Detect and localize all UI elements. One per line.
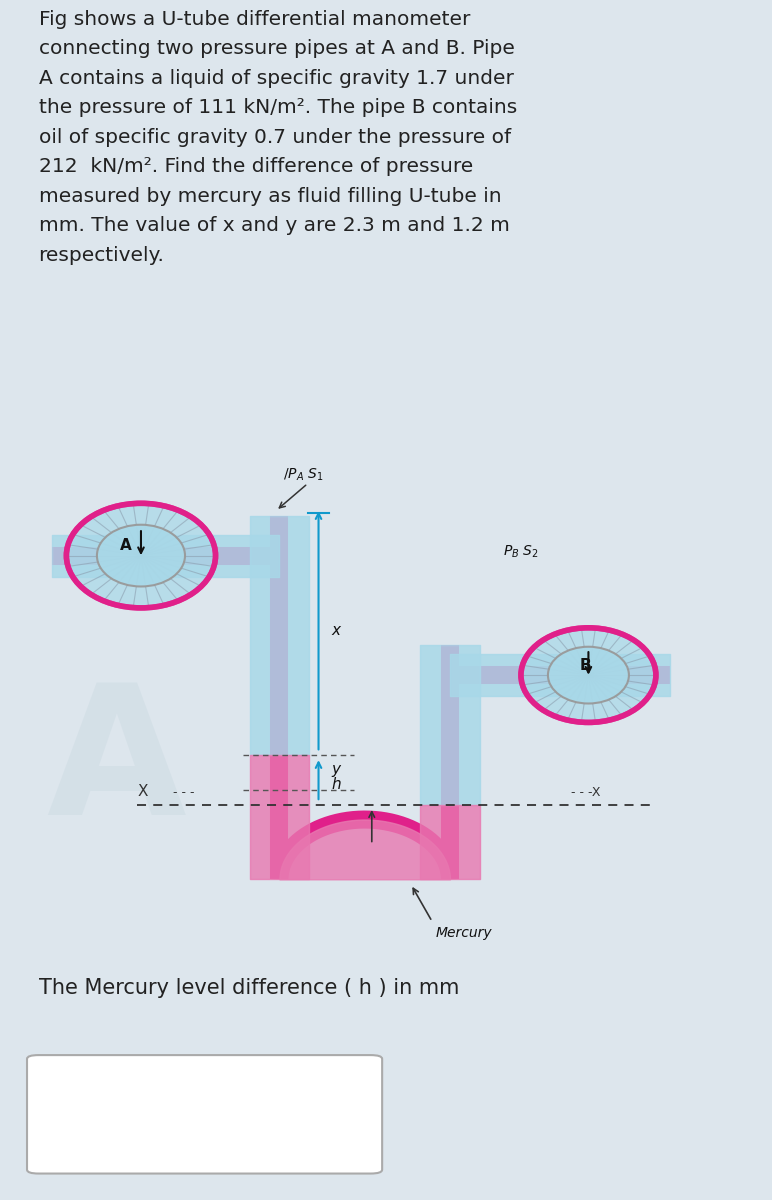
Text: The Mercury level difference ( h ) in mm: The Mercury level difference ( h ) in mm	[39, 978, 459, 998]
Circle shape	[66, 503, 215, 608]
Text: B: B	[580, 658, 591, 673]
Text: - - -: - - -	[173, 786, 195, 799]
Text: X: X	[137, 784, 148, 799]
Text: A: A	[120, 538, 131, 553]
Text: x: x	[331, 623, 340, 637]
FancyBboxPatch shape	[27, 1055, 382, 1174]
Circle shape	[521, 628, 656, 722]
Circle shape	[548, 647, 629, 703]
Text: Mercury: Mercury	[435, 925, 493, 940]
Text: h: h	[331, 778, 341, 792]
Text: $P_B\ S_2$: $P_B\ S_2$	[503, 544, 539, 560]
Text: - - -X: - - -X	[571, 786, 600, 799]
Circle shape	[97, 524, 185, 587]
Text: $/P_A\ S_1$: $/P_A\ S_1$	[283, 467, 323, 482]
Text: y: y	[331, 762, 340, 778]
Text: Fig shows a U-tube differential manometer
connecting two pressure pipes at A and: Fig shows a U-tube differential manomete…	[39, 10, 516, 264]
Text: A: A	[46, 677, 186, 853]
